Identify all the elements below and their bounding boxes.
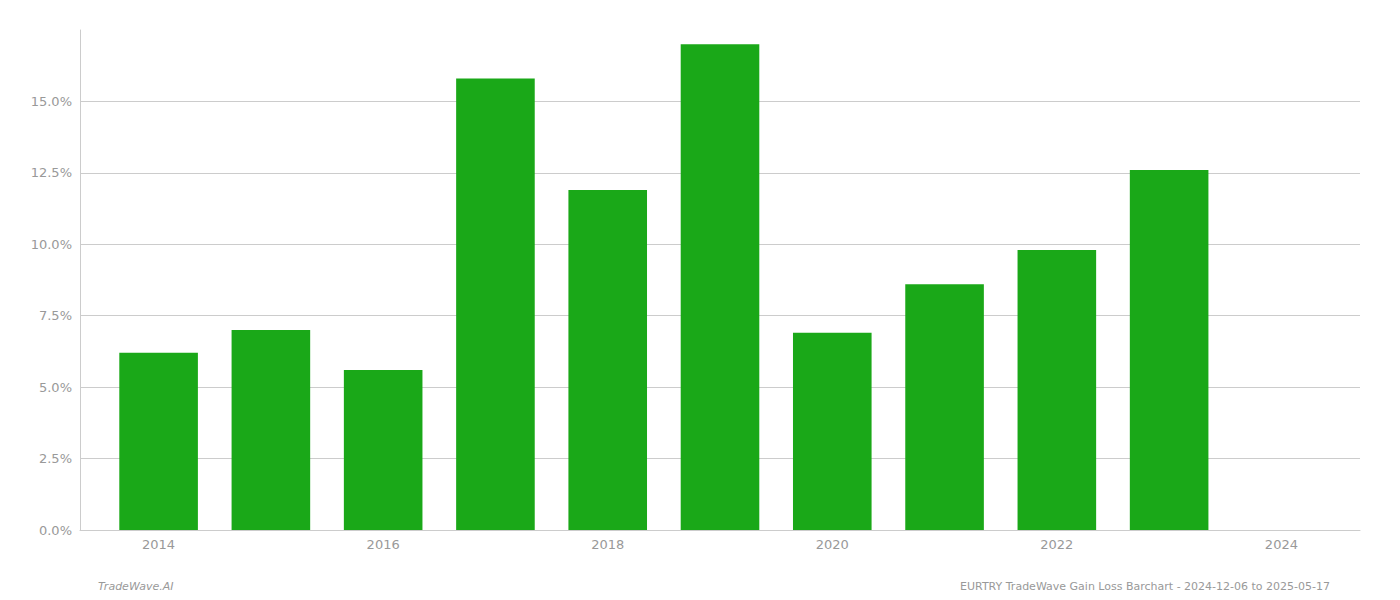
svg-text:2014: 2014 — [142, 537, 175, 552]
svg-text:EURTRY TradeWave Gain Loss Bar: EURTRY TradeWave Gain Loss Barchart - 20… — [960, 580, 1330, 593]
svg-text:2018: 2018 — [591, 537, 624, 552]
svg-text:0.0%: 0.0% — [39, 523, 72, 538]
svg-text:2.5%: 2.5% — [39, 451, 72, 466]
svg-text:7.5%: 7.5% — [39, 308, 72, 323]
svg-text:15.0%: 15.0% — [31, 94, 72, 109]
svg-text:2022: 2022 — [1040, 537, 1073, 552]
svg-text:2020: 2020 — [816, 537, 849, 552]
svg-text:10.0%: 10.0% — [31, 237, 72, 252]
svg-text:5.0%: 5.0% — [39, 380, 72, 395]
svg-text:2024: 2024 — [1265, 537, 1298, 552]
svg-text:12.5%: 12.5% — [31, 165, 72, 180]
svg-text:TradeWave.AI: TradeWave.AI — [98, 580, 173, 593]
svg-text:2016: 2016 — [367, 537, 400, 552]
